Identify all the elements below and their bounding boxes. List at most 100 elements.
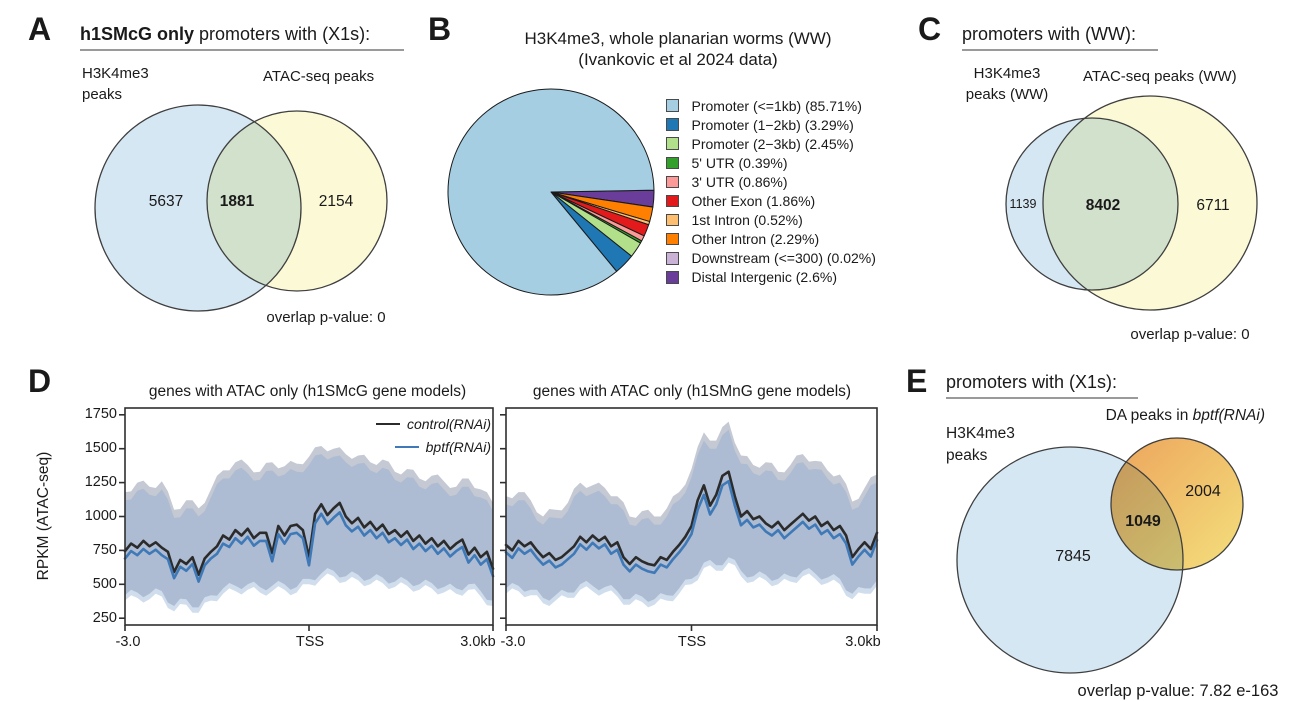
venn-c-overlap-value: 8402: [1085, 197, 1121, 214]
venn-circle-right-outline: [1110, 437, 1244, 571]
venn-c-right-value: 6711: [1196, 197, 1230, 214]
panel-label-c: C: [918, 11, 942, 47]
legend-label: Other Exon (1.86%): [691, 193, 816, 210]
legend-row: 1st Intron (0.52%): [666, 211, 876, 230]
panel-c-title: promoters with (WW):: [962, 24, 1137, 44]
profile-band-bptf: [506, 429, 877, 608]
profile-left-title: genes with ATAC only (h1SMcG gene models…: [148, 383, 467, 400]
profile-legend-row-bptf: bptf(RNAi): [394, 439, 491, 455]
venn-circle-left-outline: [1005, 117, 1179, 291]
venn-e-overlap-value: 1049: [1125, 513, 1161, 530]
x-tick-label: 3.0kb: [460, 634, 496, 650]
panel-c-title-underline: [962, 49, 1158, 51]
legend-row: Other Intron (2.29%): [666, 230, 876, 249]
panel-label-e: E: [906, 363, 928, 399]
venn-e-left-set-label: H3K4me3 peaks: [946, 423, 1015, 467]
x-tick-label: -3.0: [115, 634, 141, 650]
panel-e-title: promoters with (X1s):: [946, 372, 1118, 392]
venn-c-left-label-line1: H3K4me3: [973, 65, 1041, 82]
legend-label: 1st Intron (0.52%): [691, 212, 803, 229]
bptf-line-swatch: [394, 445, 419, 449]
legend-swatch: [666, 213, 679, 227]
venn-a-right-set-label: ATAC-seq peaks: [263, 68, 375, 85]
y-tick-label: 750: [92, 542, 117, 558]
legend-row: Promoter (1−2kb) (3.29%): [666, 115, 876, 134]
legend-swatch: [666, 194, 679, 208]
da-peaks-label-italic: bptf(RNAi): [1192, 407, 1265, 424]
venn-circle-right: [1043, 96, 1257, 310]
legend-swatch: [666, 271, 679, 284]
legend-label: Distal Intergenic (2.6%): [691, 269, 838, 286]
profile-right-title: genes with ATAC only (h1SMnG gene models…: [532, 383, 852, 400]
y-tick-label: 1250: [84, 474, 117, 490]
legend-row: Other Exon (1.86%): [666, 191, 876, 210]
venn-e-left-label-line1: H3K4me3: [946, 425, 1015, 442]
legend-row: Downstream (<=300) (0.02%): [666, 249, 876, 268]
venn-e-left-label-line2: peaks: [946, 447, 988, 464]
profile-band-control: [506, 421, 877, 602]
venn-a-pvalue: overlap p-value: 0: [266, 309, 386, 326]
venn-circle-right-outline: [1042, 95, 1258, 311]
venn-e-right-set-label: DA peaks in bptf(RNAi): [1060, 407, 1265, 425]
legend-swatch: [666, 137, 679, 150]
y-tick-label: 250: [92, 610, 117, 626]
panel-a-title-rest: promoters with (X1s):: [194, 24, 371, 44]
venn-e-left-value: 7845: [1055, 548, 1091, 565]
pie-slice: [447, 88, 655, 296]
x-tick-label: -3.0: [500, 634, 526, 650]
y-tick-label: 500: [92, 576, 117, 592]
profile-band-control: [125, 446, 493, 608]
venn-c-left-value: 1139: [1009, 197, 1037, 211]
venn-a-overlap-value: 1881: [219, 193, 255, 210]
legend-row: 3' UTR (0.86%): [666, 172, 876, 191]
pie-legend: Promoter (<=1kb) (85.71%) Promoter (1−2k…: [666, 96, 876, 287]
venn-circle-right: [1111, 438, 1243, 570]
y-axis-title: RPKM (ATAC-seq): [35, 451, 52, 581]
venn-a-left-value: 5637: [148, 193, 184, 210]
panel-a-title-underline: [80, 49, 404, 51]
profile-line-control: [504, 470, 879, 567]
legend-label: Promoter (1−2kb) (3.29%): [691, 116, 854, 133]
profile-line-bptf: [123, 511, 495, 583]
pie-title-line1: H3K4me3, whole planarian worms (WW): [524, 29, 832, 48]
legend-row: 5' UTR (0.39%): [666, 153, 876, 172]
venn-c-left-label-line2: peaks (WW): [965, 86, 1049, 103]
legend-row: Promoter (2−3kb) (2.45%): [666, 134, 876, 153]
venn-e-pvalue: overlap p-value: 7.82 e-163: [1077, 682, 1279, 700]
panel-e-title-underline: [946, 397, 1138, 399]
legend-label: Downstream (<=300) (0.02%): [691, 250, 876, 267]
panel-label-a: A: [28, 11, 52, 47]
control-legend-label: control(RNAi): [406, 416, 491, 432]
profile-band-bptf: [125, 454, 493, 613]
legend-label: Other Intron (2.29%): [691, 231, 820, 248]
control-line-swatch: [375, 422, 400, 426]
venn-circle-left-outline: [94, 104, 302, 312]
panel-label-b: B: [428, 11, 452, 47]
panel-a-title: h1SMcG only promoters with (X1s):: [80, 24, 370, 45]
venn-a-left-set-label: H3K4me3 peaks: [82, 63, 149, 105]
profile-line-bptf: [504, 479, 879, 575]
legend-swatch: [666, 232, 679, 246]
legend-label: 5' UTR (0.39%): [691, 154, 788, 171]
venn-a-right-value: 2154: [318, 193, 354, 210]
y-tick-label: 1000: [84, 508, 117, 524]
bptf-legend-label: bptf(RNAi): [425, 439, 491, 455]
legend-row: Distal Intergenic (2.6%): [666, 268, 876, 287]
legend-label: Promoter (<=1kb) (85.71%): [691, 97, 862, 114]
venn-a-left-label-line2: peaks: [82, 86, 123, 103]
y-tick-label: 1500: [84, 440, 117, 456]
x-tick-label: TSS: [295, 634, 325, 650]
venn-a-left-label-line1: H3K4me3: [82, 65, 149, 82]
legend-row: Promoter (<=1kb) (85.71%): [666, 96, 876, 115]
x-tick-label: TSS: [677, 634, 707, 650]
venn-e-right-value: 2004: [1185, 483, 1221, 500]
venn-circle-right-outline: [206, 110, 388, 292]
venn-c-right-set-label: ATAC-seq peaks (WW): [1083, 68, 1237, 85]
panel-a-title-bold: h1SMcG only: [80, 24, 195, 44]
venn-circle-left-outline: [956, 446, 1184, 674]
legend-swatch: [666, 156, 679, 170]
legend-swatch: [666, 252, 679, 265]
da-peaks-label-prefix: DA peaks in: [1105, 407, 1193, 424]
